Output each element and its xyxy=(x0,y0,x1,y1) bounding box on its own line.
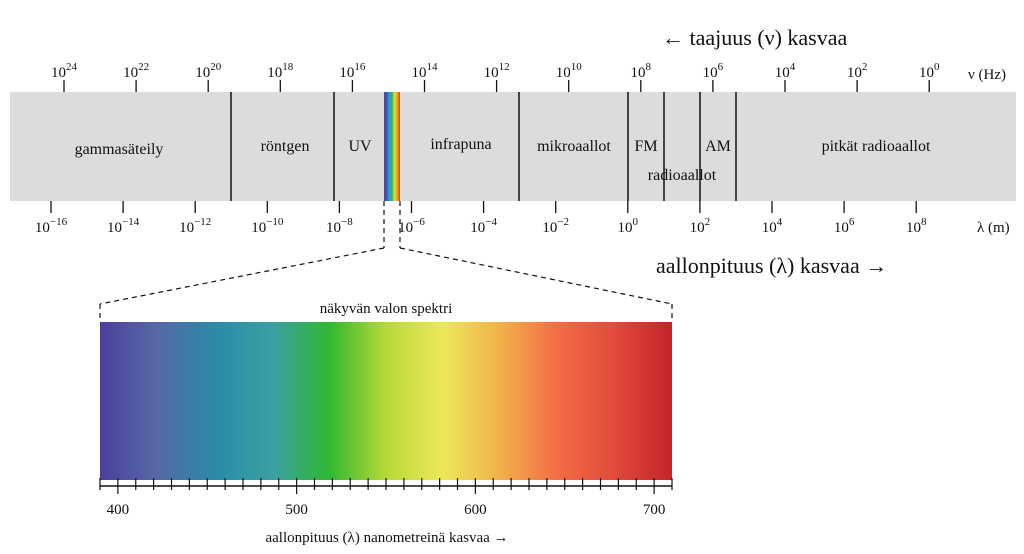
frequency-tick-label: 102 xyxy=(847,61,868,81)
visible-spectrum-title: näkyvän valon spektri xyxy=(320,301,452,317)
nanometer-tick-label: 700 xyxy=(643,502,666,518)
frequency-tick-label: 104 xyxy=(775,61,796,81)
wavelength-arrow-label: aallonpituus (λ) kasvaa → xyxy=(656,253,887,278)
wavelength-axis: 10−16 10−14 10−12 10−10 10−8 10−6 10−4 10−2 100 1… xyxy=(35,201,927,236)
wavelength-tick-label: 10−4 xyxy=(470,216,497,236)
visible-spectrum-bar xyxy=(100,322,672,480)
frequency-tick-label: 1016 xyxy=(339,61,366,81)
frequency-tick-label: 1014 xyxy=(412,61,439,81)
wavelength-tick-label: 108 xyxy=(906,216,927,236)
frequency-arrow-label: ← taajuus (ν) kasvaa xyxy=(662,25,848,50)
wavelength-unit-label: λ (m) xyxy=(977,220,1010,236)
band-label-am: AM xyxy=(705,138,731,155)
band-label-fm: FM xyxy=(634,138,657,155)
band-label-gamma: gammasäteily xyxy=(75,141,164,158)
wavelength-tick-label: 102 xyxy=(690,216,711,236)
band-label-infrared: infrapuna xyxy=(430,136,491,153)
zoom-connector xyxy=(99,201,673,322)
wavelength-tick-label: 100 xyxy=(618,216,639,236)
frequency-tick-label: 100 xyxy=(919,61,940,81)
spectrum-band xyxy=(10,92,1016,201)
nanometer-tick-label: 500 xyxy=(285,502,308,518)
wavelength-tick-label: 10−16 xyxy=(35,216,68,236)
visible-light-strip xyxy=(384,92,400,201)
wavelength-tick-label: 10−12 xyxy=(179,216,211,236)
wavelength-tick-label: 106 xyxy=(834,216,855,236)
wavelength-tick-label: 10−2 xyxy=(542,216,569,236)
nanometer-axis-label: aallonpituus (λ) nanometreinä kasvaa → xyxy=(265,530,508,546)
wavelength-tick-label: 10−10 xyxy=(251,216,284,236)
frequency-axis: 1024 1022 1020 1018 1016 1014 1012 1010 108 106 10… xyxy=(51,61,940,92)
frequency-tick-label: 1024 xyxy=(51,61,78,81)
nanometer-scale: 400 500 600 700 xyxy=(99,478,673,518)
frequency-tick-label: 1012 xyxy=(484,61,510,81)
frequency-tick-label: 106 xyxy=(703,61,724,81)
band-label-microwave: mikroaallot xyxy=(537,138,611,155)
frequency-tick-label: 1018 xyxy=(267,61,294,81)
wavelength-tick-label: 10−8 xyxy=(326,216,353,236)
wavelength-tick-label: 10−6 xyxy=(398,216,425,236)
frequency-tick-label: 1010 xyxy=(556,61,583,81)
nanometer-tick-label: 400 xyxy=(107,502,130,518)
wavelength-tick-label: 10−14 xyxy=(107,216,140,236)
frequency-unit-label: ν (Hz) xyxy=(968,67,1006,83)
band-dividers xyxy=(230,92,737,201)
band-label-uv: UV xyxy=(348,138,372,155)
wavelength-tick-label: 104 xyxy=(762,216,783,236)
band-label-long-radio: pitkät radioaallot xyxy=(822,138,931,155)
zoom-line-left-diagonal xyxy=(99,247,385,305)
nanometer-tick-label: 600 xyxy=(464,502,487,518)
frequency-tick-label: 108 xyxy=(631,61,652,81)
frequency-tick-label: 1022 xyxy=(123,61,149,81)
band-label-radio: radioaallot xyxy=(648,167,717,184)
zoom-line-right-diagonal xyxy=(399,247,673,305)
band-label-xray: röntgen xyxy=(261,138,310,155)
frequency-tick-label: 1020 xyxy=(195,61,222,81)
